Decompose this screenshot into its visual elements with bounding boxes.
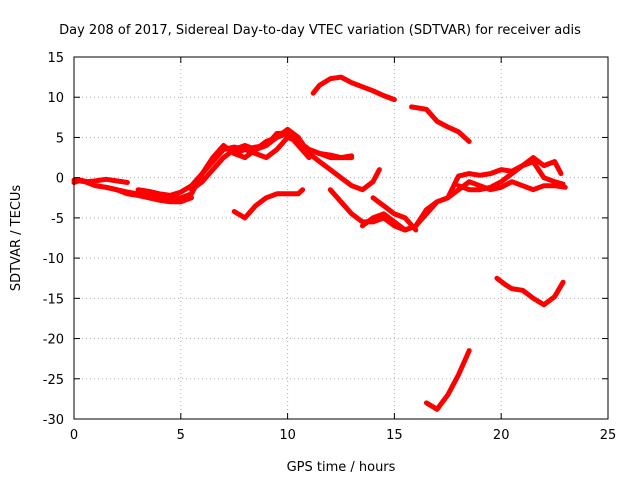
series-line-segment-6 bbox=[231, 134, 355, 161]
x-tick-label: 10 bbox=[279, 428, 296, 443]
y-tick-label: -25 bbox=[43, 373, 64, 388]
y-tick-label: -10 bbox=[43, 252, 64, 267]
series-line-segment-11 bbox=[359, 155, 564, 233]
x-tick-label: 0 bbox=[70, 428, 78, 443]
y-axis-label: SDTVAR / TECUs bbox=[9, 185, 24, 292]
series-line-segment-13 bbox=[456, 159, 566, 193]
series-line-segment-15 bbox=[423, 348, 472, 412]
series-line-segment-14 bbox=[494, 275, 566, 308]
y-tick-label: -15 bbox=[43, 292, 64, 307]
y-tick-label: -30 bbox=[43, 413, 64, 428]
series-line-segment-8 bbox=[310, 74, 397, 103]
y-tick-label: 5 bbox=[56, 131, 64, 146]
grid bbox=[74, 57, 608, 419]
y-tick-label: 15 bbox=[47, 51, 64, 66]
chart-title: Day 208 of 2017, Sidereal Day-to-day VTE… bbox=[59, 23, 581, 38]
y-tick-label: 0 bbox=[56, 172, 64, 187]
y-tick-label: -5 bbox=[51, 212, 64, 227]
series-line-segment-9 bbox=[409, 104, 472, 144]
y-tick-label: 10 bbox=[47, 91, 64, 106]
x-axis-label: GPS time / hours bbox=[287, 460, 396, 475]
x-tick-label: 15 bbox=[386, 428, 403, 443]
plot-frame bbox=[73, 56, 609, 420]
series-layer bbox=[71, 74, 568, 412]
series-line-segment-7 bbox=[231, 187, 306, 221]
ticks: 0 5 10 15 20 25 -30 -25 -20 -15 -10 -5 0 5 10 15 bbox=[43, 51, 617, 443]
y-tick-label: -20 bbox=[43, 333, 64, 348]
series-line-segment-4 bbox=[135, 126, 382, 198]
x-tick-label: 25 bbox=[600, 428, 617, 443]
x-tick-label: 5 bbox=[177, 428, 185, 443]
series-line-segment-12 bbox=[370, 195, 419, 233]
series-line-segment-3 bbox=[92, 183, 194, 205]
x-tick-label: 20 bbox=[493, 428, 510, 443]
